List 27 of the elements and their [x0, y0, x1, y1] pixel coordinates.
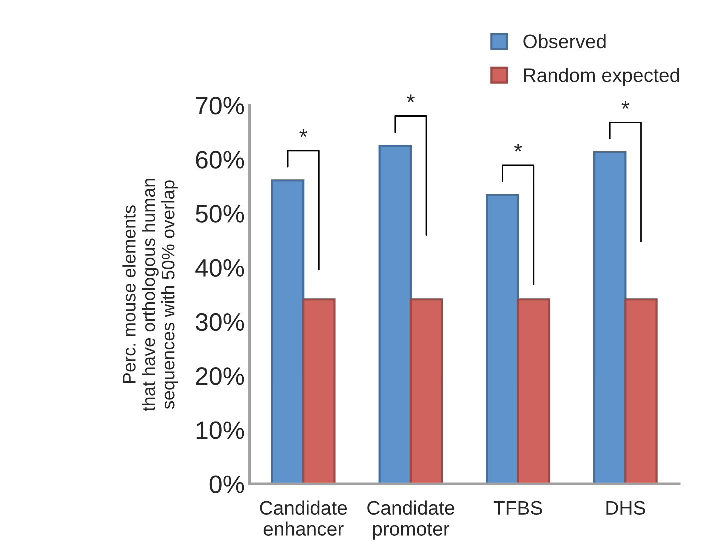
annotation: * [300, 129, 308, 138]
y-tick-label: 10% [196, 422, 244, 440]
y-tick-label: 30% [196, 313, 244, 332]
annotation: * [622, 101, 630, 110]
y-tick-label: 0% [210, 476, 244, 494]
x-tick-label: DHS [606, 501, 646, 516]
bar [302, 298, 336, 484]
legend-label: Observed [524, 34, 606, 49]
y-tick-label: 60% [196, 151, 244, 169]
bar [271, 180, 305, 484]
bar [517, 298, 550, 484]
bar [410, 298, 444, 484]
annotation: * [514, 144, 522, 152]
bar [594, 151, 627, 484]
x-tick-label: TFBS [494, 501, 542, 516]
y-tick-label: 50% [196, 205, 244, 223]
legend-label: Random expected [524, 68, 680, 86]
y-axis-title: Perc. mouse elements that have orthologous human sequences with 50% overlap [122, 178, 178, 412]
bar [624, 298, 658, 484]
bar [378, 144, 412, 484]
x-tick-label: Candidate enhancer [260, 500, 348, 536]
text: * [406, 94, 415, 103]
y-tick-label: 40% [196, 259, 244, 278]
bar [486, 194, 520, 484]
y-tick-label: 70% [196, 97, 244, 115]
y-tick-label: 20% [196, 368, 244, 386]
x-tick-label: Candidate promoter [368, 500, 454, 540]
